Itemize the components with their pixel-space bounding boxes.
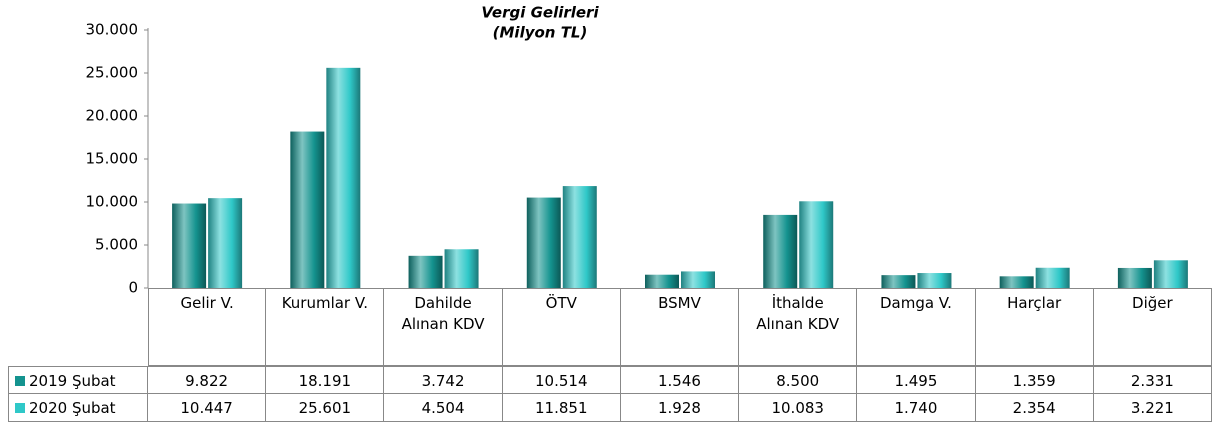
category-cell: Gelir V. — [148, 288, 267, 366]
y-tick-label: 20.000 — [86, 107, 139, 125]
value-cell: 10.514 — [502, 366, 621, 394]
y-tick-label: 15.000 — [86, 150, 139, 168]
bar — [645, 274, 679, 288]
value-cell: 1.740 — [857, 394, 976, 422]
value-cell: 8.500 — [739, 366, 858, 394]
bar — [999, 276, 1034, 288]
bar — [1117, 267, 1152, 288]
bar — [917, 273, 952, 288]
category-cell: Kurumlar V. — [266, 288, 385, 366]
value-cell: 4.504 — [384, 394, 503, 422]
value-cell: 2.331 — [1093, 366, 1212, 394]
legend-key — [15, 376, 25, 386]
value-cell: 11.851 — [502, 394, 621, 422]
bar — [681, 271, 715, 288]
y-tick-label: 5.000 — [95, 236, 138, 254]
bar — [408, 255, 443, 288]
bar — [763, 214, 798, 288]
value-cell: 1.546 — [620, 366, 740, 394]
bar — [172, 203, 207, 288]
bar — [208, 198, 243, 288]
value-cell: 18.191 — [266, 366, 385, 394]
bar — [326, 67, 361, 289]
bar — [1035, 267, 1070, 288]
value-cell: 25.601 — [266, 394, 385, 422]
value-cell: 10.447 — [148, 394, 267, 422]
bar — [526, 197, 561, 288]
category-cell: Harçlar — [975, 288, 1094, 366]
category-cell: İthalde Alınan KDV — [739, 288, 858, 366]
chart-title: Vergi Gelirleri — [481, 4, 599, 22]
bar — [444, 249, 479, 288]
category-cell: BSMV — [620, 288, 740, 366]
category-cell: Damga V. — [857, 288, 976, 366]
bar — [799, 201, 834, 288]
category-cell: ÖTV — [502, 288, 621, 366]
bar — [562, 186, 597, 288]
legend-key — [15, 403, 25, 413]
category-cell: Dahilde Alınan KDV — [384, 288, 503, 366]
value-cell: 1.928 — [620, 394, 740, 422]
bar — [1153, 260, 1188, 288]
bar — [290, 131, 325, 288]
chart-subtitle: (Milyon TL) — [493, 24, 588, 42]
value-cell: 3.742 — [384, 366, 503, 394]
value-cell: 1.359 — [975, 366, 1094, 394]
y-tick-label: 0 — [128, 279, 138, 297]
legend-cell: 2020 Şubat — [8, 394, 148, 422]
value-cell: 2.354 — [975, 394, 1094, 422]
value-cell: 3.221 — [1093, 394, 1212, 422]
category-cell: Diğer — [1093, 288, 1212, 366]
bar — [881, 275, 916, 288]
y-tick-label: 30.000 — [86, 21, 139, 39]
value-cell: 1.495 — [857, 366, 976, 394]
y-tick-label: 25.000 — [86, 64, 139, 82]
value-cell: 9.822 — [148, 366, 267, 394]
y-tick-label: 10.000 — [86, 193, 139, 211]
legend-cell: 2019 Şubat — [8, 366, 148, 394]
value-cell: 10.083 — [739, 394, 858, 422]
